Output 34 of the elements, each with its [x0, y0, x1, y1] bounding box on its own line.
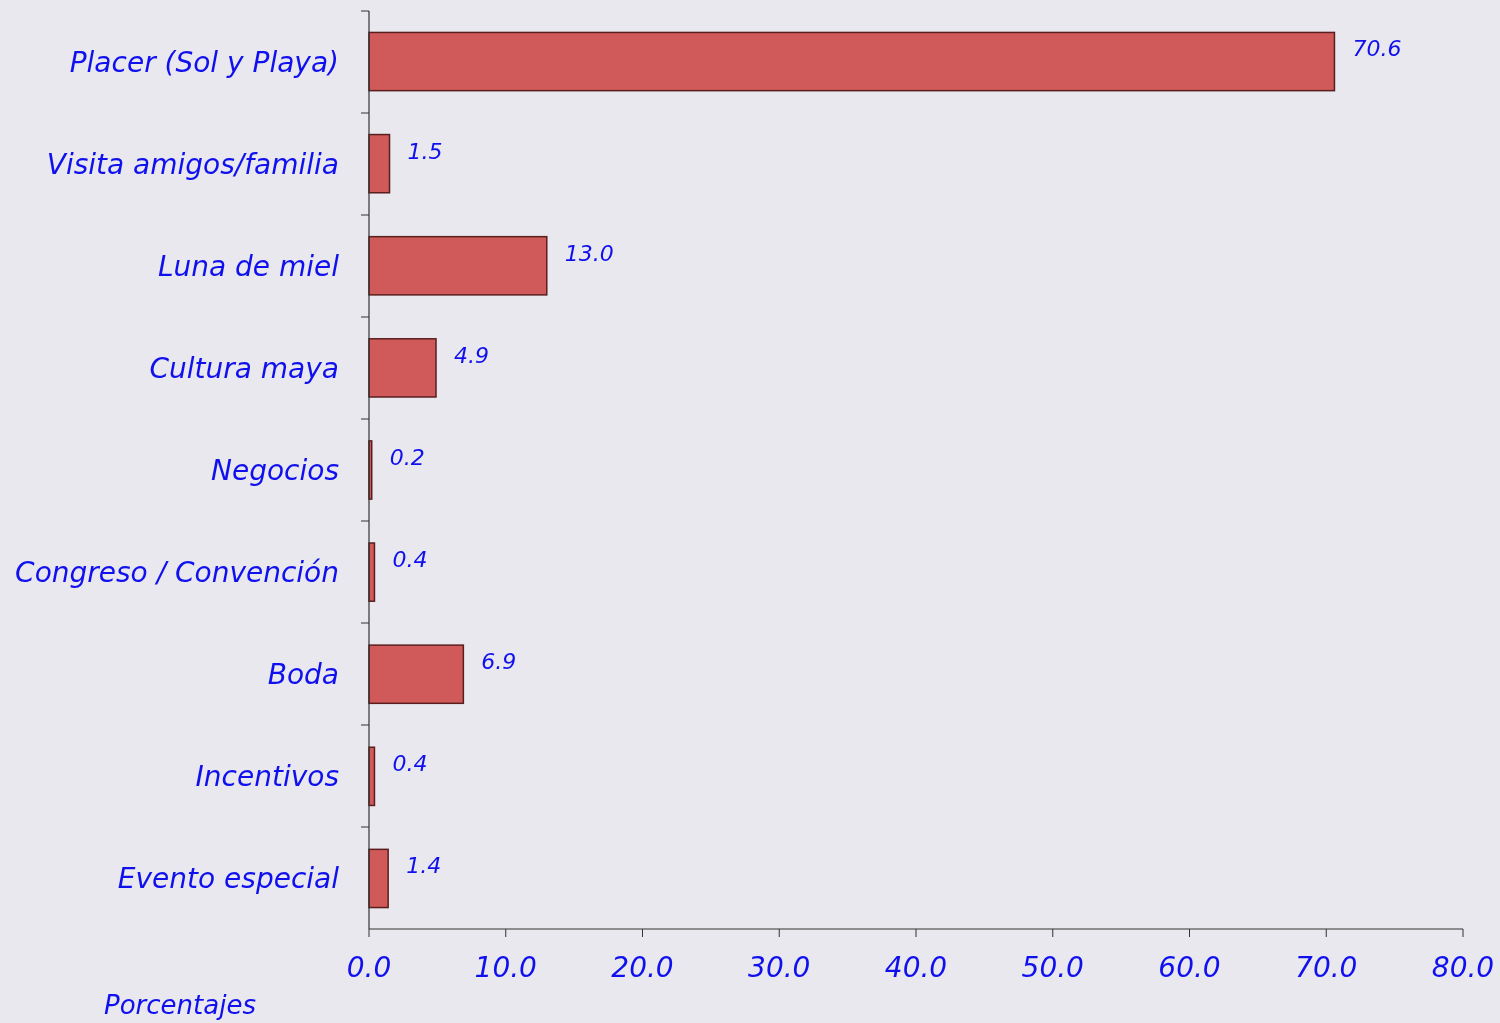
data-label: 1.4 [406, 853, 442, 879]
data-label: 4.9 [454, 342, 490, 368]
y-tick-label: Cultura maya [149, 351, 339, 385]
data-label: 0.4 [392, 547, 428, 573]
x-tick-label: 80.0 [1431, 951, 1495, 984]
x-tick-label: 70.0 [1295, 951, 1358, 984]
x-tick-label: 0.0 [346, 951, 392, 984]
y-tick-label: Negocios [211, 454, 339, 487]
bar [368, 133, 391, 194]
y-tick-label: Placer (Sol y Playa) [69, 45, 339, 79]
y-tick-label: Luna de miel [157, 249, 340, 283]
y-tick-label: Boda [267, 658, 339, 692]
x-tick-label: 40.0 [884, 951, 948, 984]
data-label: 0.2 [389, 444, 425, 470]
bar [368, 644, 465, 705]
x-tick-label: 50.0 [1021, 951, 1084, 984]
data-label: 13.0 [564, 240, 614, 266]
x-tick-label: 10.0 [474, 951, 537, 984]
y-tick-label: Congreso / Convención [15, 556, 339, 590]
y-tick-label: Incentivos [195, 760, 339, 794]
data-label: 70.6 [1352, 36, 1402, 62]
x-axis-title: Porcentajes [104, 990, 256, 1020]
y-tick-label: Evento especial [117, 862, 340, 896]
x-tick-label: 20.0 [611, 951, 674, 984]
data-label: 6.9 [481, 649, 517, 675]
bar [368, 848, 389, 909]
x-tick-label: 30.0 [748, 951, 811, 984]
x-tick-label: 60.0 [1158, 951, 1221, 984]
y-tick-label: Visita amigos/familia [46, 147, 339, 181]
bar [368, 338, 437, 398]
bar [368, 235, 548, 296]
data-label: 0.4 [392, 751, 428, 777]
bar [368, 31, 1336, 92]
data-label: 1.5 [407, 138, 443, 164]
